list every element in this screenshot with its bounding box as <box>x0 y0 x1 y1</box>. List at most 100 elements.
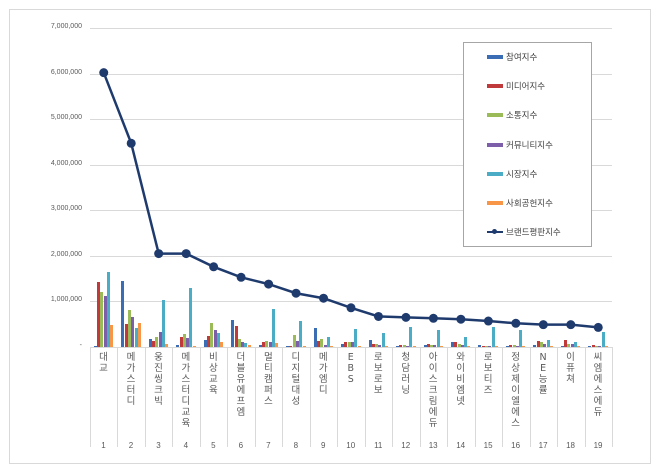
rank-label: 13 <box>428 441 438 450</box>
category-divider <box>200 347 201 447</box>
legend-swatch-icon <box>487 142 503 147</box>
legend-swatch-icon <box>487 113 503 118</box>
bar <box>220 341 224 347</box>
gridline <box>90 210 612 211</box>
bar <box>192 346 196 347</box>
bar <box>412 346 416 347</box>
bar <box>158 331 162 347</box>
gridline <box>90 74 612 75</box>
category-divider <box>447 347 448 447</box>
bar <box>323 344 327 347</box>
bar <box>103 295 107 347</box>
legend-swatch-icon <box>487 55 503 59</box>
bar <box>292 335 296 347</box>
bar <box>265 341 269 347</box>
bar <box>381 333 385 347</box>
bar <box>286 346 290 347</box>
line-marker <box>319 293 329 303</box>
bar <box>268 341 272 347</box>
bar <box>464 336 468 347</box>
line-marker <box>154 249 164 259</box>
y-tick-label: - <box>79 342 82 349</box>
bar <box>485 345 489 347</box>
bar <box>155 336 159 347</box>
category-divider <box>392 347 393 447</box>
bar <box>460 345 464 347</box>
category-divider <box>612 347 613 447</box>
legend-label: 참여지수 <box>506 53 538 63</box>
y-tick-label: 6,000,000 <box>50 68 82 76</box>
legend-item: 미디어지수 <box>487 80 545 92</box>
line-marker <box>538 320 548 330</box>
line-marker <box>99 68 109 78</box>
legend-item: 브랜드평판지수 <box>487 226 561 238</box>
bar <box>341 344 345 347</box>
bar <box>326 336 330 347</box>
rank-label: 4 <box>183 441 189 450</box>
bar <box>296 341 300 347</box>
line-marker <box>181 249 191 259</box>
rank-label: 10 <box>346 441 356 450</box>
rank-label: 11 <box>374 441 383 450</box>
bar <box>100 291 104 347</box>
bar <box>161 300 165 347</box>
line-marker <box>593 322 603 332</box>
category-divider <box>255 347 256 447</box>
y-tick-label: 7,000,000 <box>50 23 82 30</box>
bar <box>261 342 265 347</box>
rank-label: 15 <box>483 441 493 450</box>
bar <box>93 345 97 347</box>
rank-label: 9 <box>321 441 326 450</box>
category-divider <box>90 347 91 447</box>
category-divider <box>502 347 503 447</box>
bar <box>330 346 334 347</box>
bar <box>549 346 553 347</box>
bar <box>320 339 324 347</box>
gridline <box>90 347 612 348</box>
bar <box>97 281 101 347</box>
bar <box>131 316 135 347</box>
bar <box>436 330 440 347</box>
gridline <box>90 119 612 120</box>
category-divider <box>337 347 338 447</box>
bar <box>591 345 595 347</box>
category-divider <box>117 347 118 447</box>
bar <box>543 344 547 347</box>
category-divider <box>475 347 476 447</box>
bar <box>467 346 471 347</box>
category-divider <box>365 347 366 447</box>
legend: 참여지수 미디어지수 소통지수 커뮤니티지수 시장지수 사회공헌지수 브랜드평판지수 <box>463 42 592 247</box>
legend-line-icon <box>487 229 503 235</box>
bar <box>405 345 409 347</box>
category-divider <box>530 347 531 447</box>
bar <box>203 339 207 347</box>
bar <box>351 341 354 347</box>
bar <box>478 345 482 347</box>
bar <box>522 346 526 347</box>
y-tick-label: 5,000,000 <box>50 114 82 122</box>
bar <box>375 343 379 347</box>
line-marker <box>236 272 246 282</box>
bar <box>244 342 248 347</box>
rank-label: 19 <box>593 441 603 450</box>
line-marker <box>511 318 521 328</box>
category-divider <box>227 347 228 447</box>
bar <box>488 346 492 347</box>
line-marker <box>346 303 356 313</box>
rank-label: 2 <box>128 441 134 450</box>
gridline <box>90 256 612 257</box>
legend-label: 사회공헌지수 <box>506 199 553 209</box>
line-marker <box>264 279 274 289</box>
bar <box>189 288 193 347</box>
bar <box>430 345 434 347</box>
y-tick-label: 4,000,000 <box>50 159 82 167</box>
bar <box>402 344 406 347</box>
